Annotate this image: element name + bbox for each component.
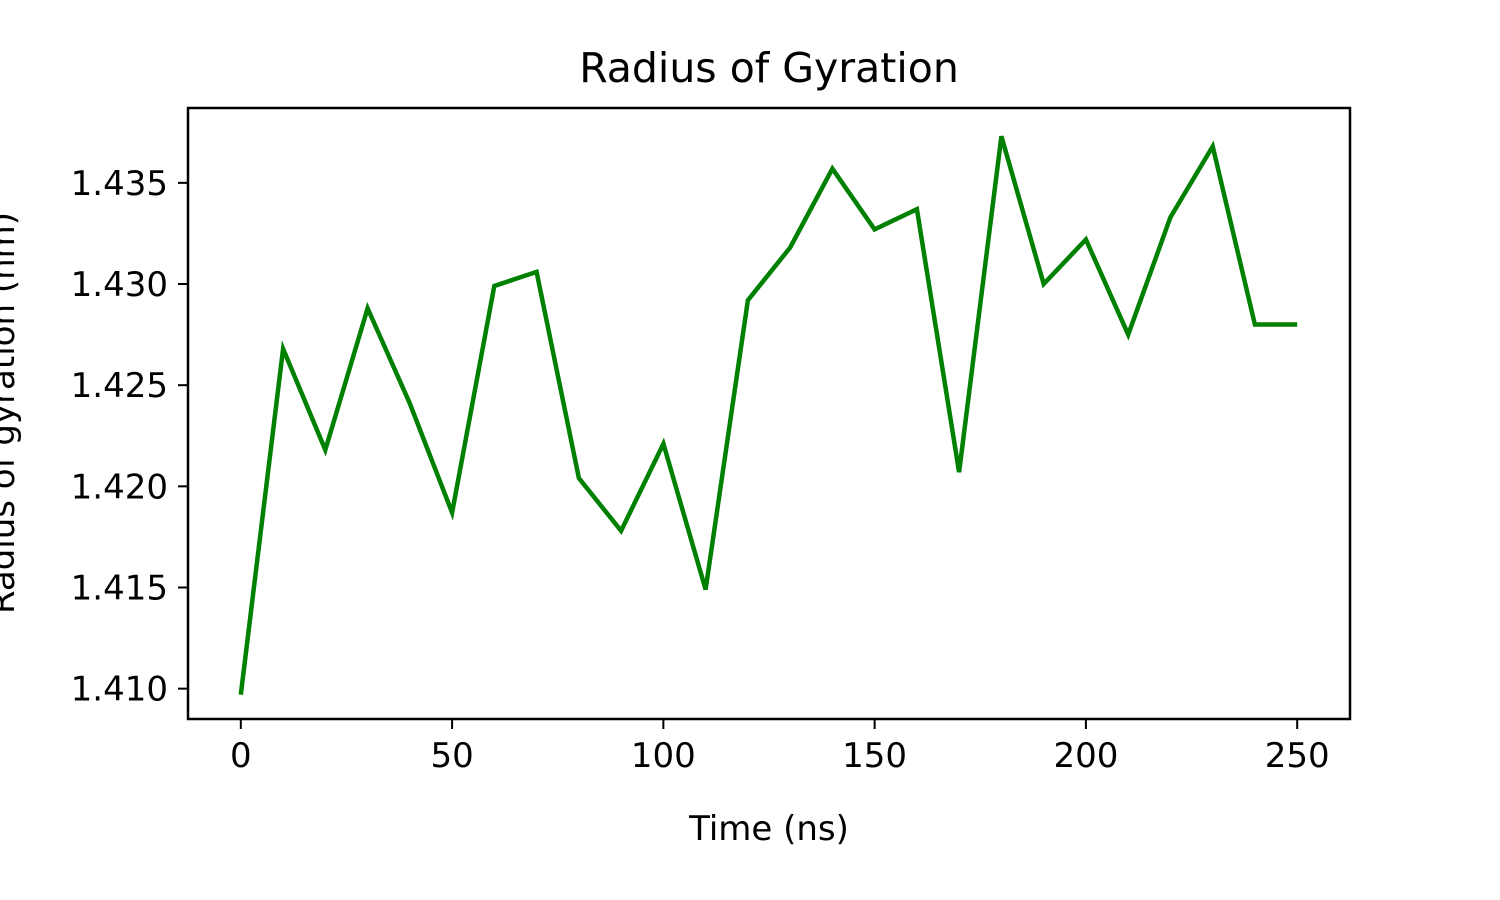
x-tick-label: 0: [230, 736, 252, 776]
x-tick-label: 200: [1053, 736, 1118, 776]
x-tick-label: 250: [1265, 736, 1330, 776]
series-layer: [238, 135, 1298, 695]
plot-frame: [186, 106, 1352, 721]
y-axis-label: Radius of gyration (nm): [0, 212, 23, 614]
y-tick-label: 1.420: [71, 467, 168, 507]
x-tick-label: 100: [631, 736, 696, 776]
y-tick-label: 1.435: [71, 164, 168, 204]
y-tick-label: 1.425: [71, 366, 168, 406]
y-tick-label: 1.430: [71, 265, 168, 305]
x-tick-label: 50: [430, 736, 473, 776]
x-axis-label: Time (ns): [688, 809, 849, 849]
series-line: [238, 135, 1298, 695]
y-tick-label: 1.415: [71, 568, 168, 608]
chart-title: Radius of Gyration: [579, 44, 959, 92]
x-axis: 0 50 100 150 200 250: [230, 719, 1330, 776]
y-tick-label: 1.410: [71, 670, 168, 710]
y-axis: 1.410 1.415 1.420 1.425 1.430 1.435: [71, 164, 188, 710]
x-tick-label: 150: [842, 736, 907, 776]
